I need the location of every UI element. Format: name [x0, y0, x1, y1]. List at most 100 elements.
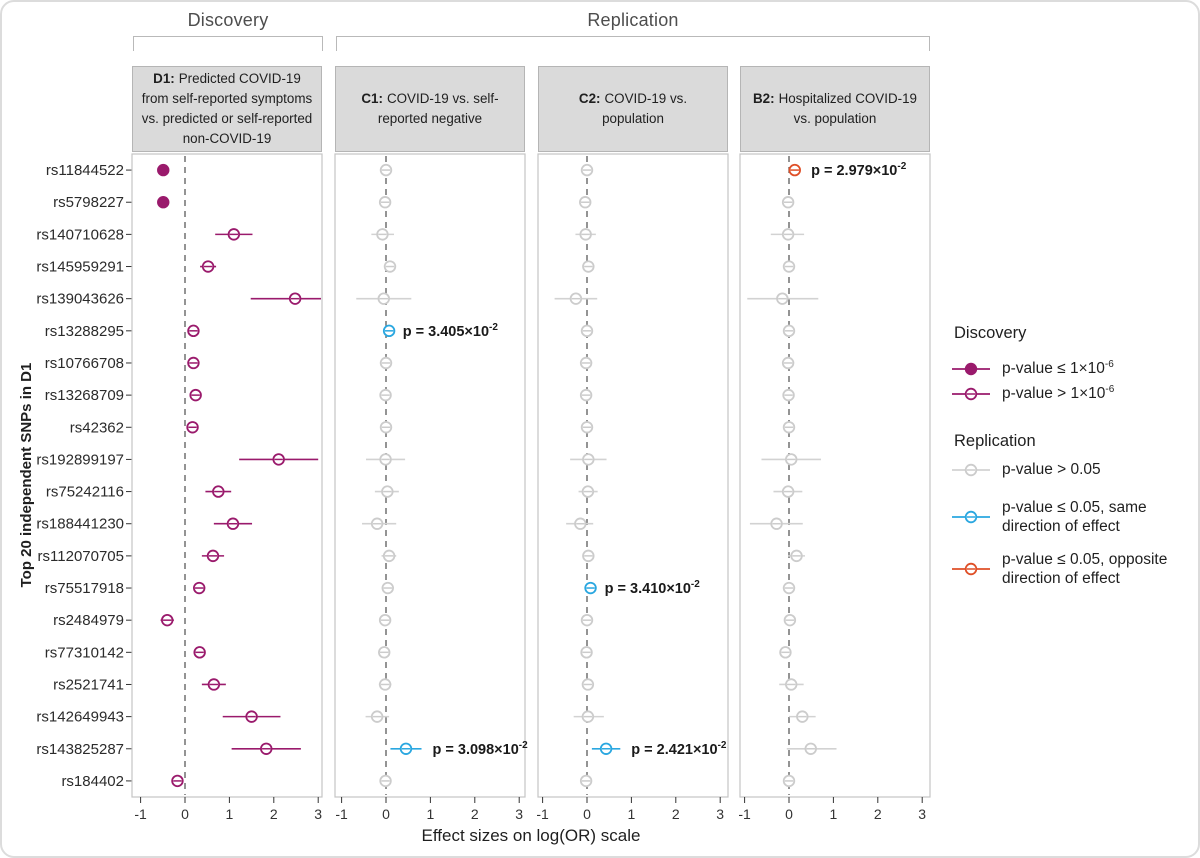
point-C2-rs140710628: [575, 228, 596, 241]
legend-entry-disc_ns: p-value > 1×10-6: [950, 384, 1194, 404]
snp-label-rs13268709: rs13268709: [45, 387, 124, 404]
x-tick-label-C2: -1: [536, 806, 549, 822]
point-D1-rs192899197: [239, 453, 319, 466]
x-tick-label-C1: 2: [471, 806, 479, 822]
point-C1-rs140710628: [371, 228, 394, 241]
point-C2-rs13268709: [579, 388, 593, 402]
point-B2-rs5798227: [781, 196, 795, 209]
point-B2-rs2521741: [779, 678, 804, 691]
legend-marker-rep_same: [952, 511, 990, 524]
legend-entry-label: p-value > 0.05: [1002, 461, 1101, 478]
point-B2-rs142649943: [789, 710, 816, 723]
snp-label-rs192899197: rs192899197: [36, 451, 124, 468]
panel-d1-prefix: D1:: [153, 70, 175, 86]
p-value-annotation-C2-rs75517918: p = 3.410×10-2: [605, 579, 701, 597]
point-D1-rs139043626: [250, 292, 321, 305]
point-C1-rs11844522: [379, 163, 393, 177]
point-C1-rs5798227: [378, 196, 392, 209]
snp-label-rs77310142: rs77310142: [45, 644, 124, 661]
x-tick-label-D1: 0: [181, 806, 189, 822]
point-C1-rs75517918: [381, 581, 394, 595]
snp-label-rs140710628: rs140710628: [36, 226, 124, 243]
point-D1-rs42362: [186, 421, 199, 434]
point-D1-rs5798227: [157, 196, 170, 209]
point-D1-rs2521741: [201, 678, 226, 691]
point-B2-rs143825287: [786, 742, 837, 755]
point-C2-rs188441230: [566, 517, 594, 530]
panel-c2-title: COVID-19 vs. population: [602, 90, 688, 126]
discovery-bracket: [133, 36, 323, 51]
point-B2-rs11844522: [788, 163, 801, 177]
point-C2-rs75242116: [578, 485, 598, 498]
point-C1-rs2521741: [378, 678, 392, 691]
point-C1-rs2484979: [378, 613, 392, 627]
point-B2-rs145959291: [782, 260, 796, 273]
point-C1-rs145959291: [383, 260, 397, 273]
panel-header-c2: C2: COVID-19 vs. population: [538, 66, 728, 152]
p-value-annotation-C1-rs143825287: p = 3.098×10-2: [433, 740, 529, 758]
point-C1-rs143825287: [390, 742, 422, 755]
point-D1-rs184402: [171, 774, 184, 788]
p-value-annotation-C1-rs13288295: p = 3.405×10-2: [403, 322, 499, 340]
snp-label-rs5798227: rs5798227: [53, 194, 124, 211]
point-C1-rs184402: [379, 774, 392, 788]
x-tick-label-D1: 2: [270, 806, 278, 822]
legend-marker-disc_ns: [952, 387, 990, 400]
point-D1-rs140710628: [215, 228, 253, 241]
point-B2-rs75517918: [782, 581, 796, 595]
legend-marker-disc_sig: [952, 362, 990, 375]
point-C2-rs143825287: [591, 742, 621, 755]
x-tick-label-D1: 1: [226, 806, 234, 822]
p-value-annotation-B2-rs11844522: p = 2.979×10-2: [811, 161, 907, 179]
point-C2-rs112070705: [582, 549, 595, 563]
point-D1-rs13288295: [187, 324, 200, 338]
discovery-group-label: Discovery: [187, 10, 269, 30]
x-tick-label-C2: 1: [628, 806, 636, 822]
snp-label-rs143825287: rs143825287: [36, 741, 124, 758]
point-C2-rs142649943: [573, 710, 604, 723]
panel-B2: -1 0 1 2 3 p = 2.979×10-2: [738, 153, 931, 822]
point-C2-rs13288295: [580, 324, 594, 338]
panel-C1: -1 0 1 2 3 p = 3.405×10-2 p = 3.098×10-2: [334, 153, 529, 822]
point-C1-rs188441230: [362, 517, 397, 530]
point-D1-rs13268709: [189, 388, 202, 402]
legend-entry-label: p-value ≤ 0.05, same direction of effect: [1002, 499, 1147, 536]
x-tick-label-B2: 0: [785, 806, 793, 822]
replication-bracket: [336, 36, 930, 51]
point-D1-rs75242116: [205, 485, 232, 498]
point-D1-rs188441230: [213, 517, 253, 530]
point-B2-rs184402: [782, 774, 796, 788]
legend-entry-rep_same: p-value ≤ 0.05, same direction of effect: [950, 498, 1194, 537]
snp-label-rs142649943: rs142649943: [36, 709, 124, 726]
legend-marker-rep_opp: [952, 563, 990, 576]
legend-entry-label: p-value ≤ 0.05, opposite direction of ef…: [1002, 551, 1168, 588]
snp-label-rs2521741: rs2521741: [53, 676, 124, 693]
point-C2-rs192899197: [570, 453, 607, 466]
point-C1-rs112070705: [381, 549, 397, 563]
panel-b2-title: Hospitalized COVID-19 vs. population: [778, 90, 917, 126]
snp-label-rs188441230: rs188441230: [36, 516, 124, 533]
x-tick-label-C1: 1: [427, 806, 435, 822]
panel-header-b2: B2: Hospitalized COVID-19 vs. population: [740, 66, 930, 152]
point-D1-rs10766708: [187, 356, 200, 370]
point-B2-rs13288295: [782, 324, 796, 338]
legend-replication-title: Replication: [954, 432, 1036, 450]
snp-label-rs11844522: rs11844522: [46, 162, 124, 179]
p-value-annotation-C2-rs143825287: p = 2.421×10-2: [631, 740, 727, 758]
point-B2-rs42362: [782, 421, 796, 434]
legend-entry-label: p-value ≤ 1×10-6: [1002, 359, 1114, 378]
point-B2-rs13268709: [782, 388, 795, 402]
legend-discovery-title: Discovery: [954, 324, 1027, 342]
panel-b2-prefix: B2:: [752, 90, 775, 106]
point-C2-rs139043626: [554, 292, 598, 305]
panel-d1-title: Predicted COVID-19 from self-reported sy…: [141, 70, 313, 147]
point-C2-rs11844522: [580, 163, 594, 177]
snp-label-rs145959291: rs145959291: [36, 259, 124, 276]
point-B2-rs140710628: [770, 228, 805, 241]
panel-header-c1: C1: COVID-19 vs. self-reported negative: [335, 66, 525, 152]
x-tick-label-B2: 1: [830, 806, 838, 822]
legend-marker-rep_ns: [952, 463, 990, 476]
panel-c1-title: COVID-19 vs. self-reported negative: [377, 90, 499, 126]
